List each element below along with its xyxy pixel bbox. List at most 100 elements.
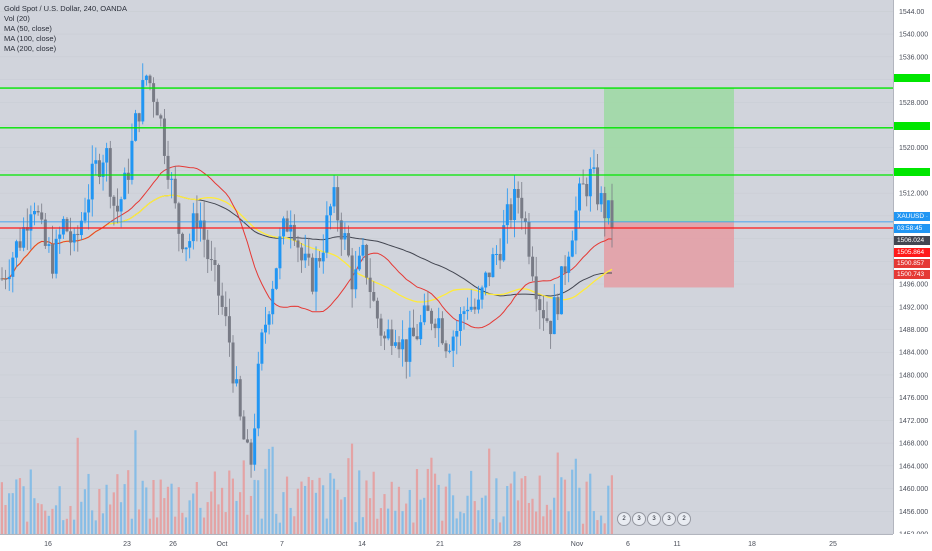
candle-body [180, 233, 184, 250]
time-tick-label: Nov [571, 541, 584, 548]
volume-bar [477, 510, 480, 534]
red-level-tag: 1505.864 [894, 248, 930, 257]
event-icon[interactable]: 2 [617, 512, 631, 526]
volume-bar [282, 492, 285, 534]
candle-body [87, 199, 91, 213]
candle-body [343, 233, 347, 240]
volume-bar [491, 519, 494, 534]
volume-bar [285, 476, 289, 534]
price-tick-label: 1488.000 [899, 327, 928, 334]
candle-body [285, 218, 289, 232]
target-zone [604, 88, 734, 223]
candle-body [61, 218, 65, 235]
volume-bar [340, 499, 343, 534]
price-tick-label: 1520.000 [899, 145, 928, 152]
volume-bar [44, 510, 47, 534]
volume-bar [531, 498, 534, 534]
time-tick-label: 21 [436, 541, 444, 548]
legend-ma50[interactable]: MA (50, close) [4, 24, 52, 33]
candle-body [538, 299, 542, 311]
volume-bar [480, 497, 484, 534]
chart-area[interactable]: Gold Spot / U.S. Dollar, 240, OANDA Vol … [0, 0, 893, 534]
candle-body [437, 318, 441, 329]
candle-body [596, 167, 600, 205]
candle-body [7, 276, 11, 280]
volume-bar [109, 504, 112, 534]
candle-body [498, 253, 502, 261]
event-icon[interactable]: 3 [662, 512, 676, 526]
candle-body [51, 244, 55, 274]
volume-bar [130, 518, 133, 534]
economic-events[interactable]: 2 3 3 3 2 [617, 512, 691, 526]
candle-body [253, 428, 257, 465]
volume-bar [513, 471, 516, 534]
volume-bar [459, 511, 462, 534]
candle-body [144, 75, 148, 81]
volume-bar [181, 512, 184, 534]
legend-ma100[interactable]: MA (100, close) [4, 34, 57, 43]
volume-bar [423, 497, 426, 534]
event-icon[interactable]: 3 [632, 512, 646, 526]
volume-bar [318, 477, 321, 534]
volume-bar [520, 478, 523, 534]
price-axis[interactable]: 1544.001540.0001536.0001532.0001528.0001… [893, 0, 932, 534]
candle-body [235, 379, 239, 384]
volume-bar [228, 470, 231, 534]
candle-body [188, 241, 192, 248]
legend-vol[interactable]: Vol (20) [4, 14, 30, 23]
volume-bar [152, 480, 155, 534]
candle-body [541, 310, 545, 319]
volume-bar [585, 481, 588, 534]
candle-body [314, 258, 318, 292]
volume-bar [8, 493, 11, 534]
volume-bar [33, 498, 36, 534]
volume-bar [387, 508, 390, 534]
time-axis[interactable]: 16 23 26 Oct 7 14 21 28 Nov 6 11 18 25 [0, 534, 893, 550]
volume-bar [134, 430, 137, 534]
candle-body [578, 183, 582, 211]
volume-bar [94, 520, 97, 534]
volume-bar [509, 483, 512, 534]
price-chart[interactable] [0, 0, 893, 534]
candle-body [505, 204, 509, 226]
candle-body [339, 220, 343, 240]
candle-body [534, 276, 538, 300]
volume-bar [184, 517, 188, 534]
candle-body [18, 241, 22, 248]
volume-bar [69, 505, 72, 534]
volume-bar [484, 495, 487, 534]
candle-body [159, 115, 163, 119]
candle-body [40, 212, 44, 220]
candle-body [357, 255, 361, 270]
event-icon[interactable]: 2 [677, 512, 691, 526]
event-icon[interactable]: 3 [647, 512, 661, 526]
time-tick-label: Oct [217, 541, 228, 548]
candle-body [152, 83, 156, 102]
candle-body [347, 233, 351, 256]
price-tick-label: 1476.000 [899, 395, 928, 402]
volume-bar [307, 476, 310, 534]
price-tick-label: 1536.000 [899, 54, 928, 61]
volume-bar [441, 520, 444, 534]
candle-body [177, 203, 181, 234]
time-tick-label: 26 [169, 541, 177, 548]
volume-bar [101, 513, 105, 534]
candle-body [274, 268, 278, 289]
volume-bar [231, 478, 235, 534]
legend-title: Gold Spot / U.S. Dollar, 240, OANDA [4, 4, 127, 13]
volume-bar [36, 503, 40, 534]
volume-bar [592, 511, 595, 534]
legend-ma200[interactable]: MA (200, close) [4, 44, 57, 53]
candle-body [126, 172, 130, 180]
volume-bar [242, 460, 245, 534]
price-tick-label: 1460.000 [899, 486, 928, 493]
volume-bar [206, 502, 209, 534]
candle-body [29, 214, 33, 231]
candle-body [271, 288, 275, 315]
volume-bar [156, 517, 159, 534]
candle-body [484, 272, 488, 288]
candle-body [43, 219, 47, 246]
volume-bar [451, 495, 455, 534]
candle-body [440, 318, 444, 344]
volume-bar [448, 473, 451, 534]
